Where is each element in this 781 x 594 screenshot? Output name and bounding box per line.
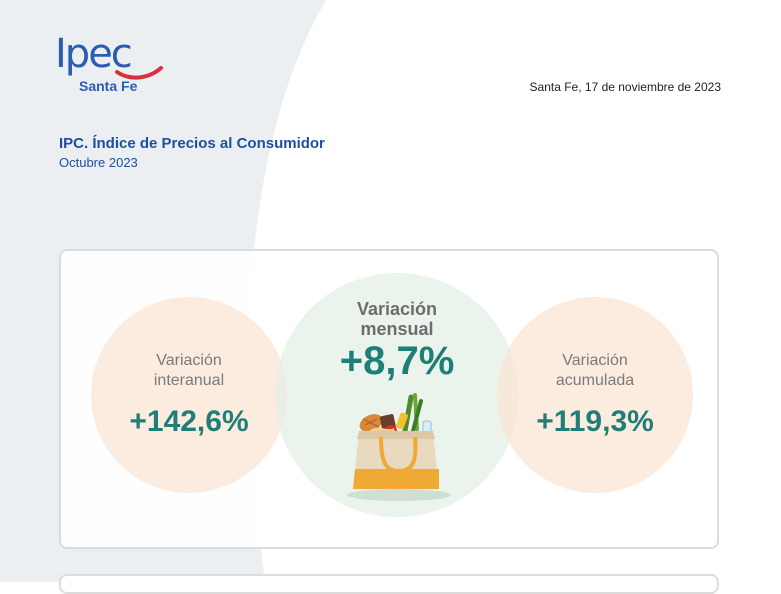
acumulada-circle (497, 297, 693, 493)
acumulada-label: Variación acumulada (515, 351, 675, 391)
report-date: Santa Fe, 17 de noviembre de 2023 (529, 80, 721, 94)
interanual-value: +142,6% (129, 405, 249, 438)
mensual-value: +8,7% (339, 339, 455, 383)
interanual-label: Variación interanual (109, 351, 269, 391)
logo-swoosh-icon (115, 66, 163, 80)
page-subtitle: Octubre 2023 (59, 155, 138, 170)
acumulada-value: +119,3% (536, 405, 654, 438)
acumulada-label-line1: Variación (562, 352, 628, 369)
interanual-label-line2: interanual (153, 372, 225, 389)
interanual-circle (91, 297, 287, 493)
mensual-label-line2: mensual (360, 319, 434, 339)
shopping-bag-icon (347, 393, 451, 501)
indicators-card: Variación interanual +142,6% Variación m… (59, 249, 719, 549)
interanual-label-line1: Variación (156, 352, 222, 369)
page-title: IPC. Índice de Precios al Consumidor (59, 135, 325, 152)
logo-wordmark: Ipec (55, 31, 133, 77)
next-card-edge (59, 574, 719, 594)
logo-subtitle: Santa Fe (79, 78, 138, 94)
ipec-logo: Ipec Santa Fe (55, 32, 165, 96)
acumulada-label-line2: acumulada (555, 372, 635, 389)
mensual-label: Variación mensual (317, 299, 477, 339)
mensual-label-line1: Variación (356, 299, 438, 319)
